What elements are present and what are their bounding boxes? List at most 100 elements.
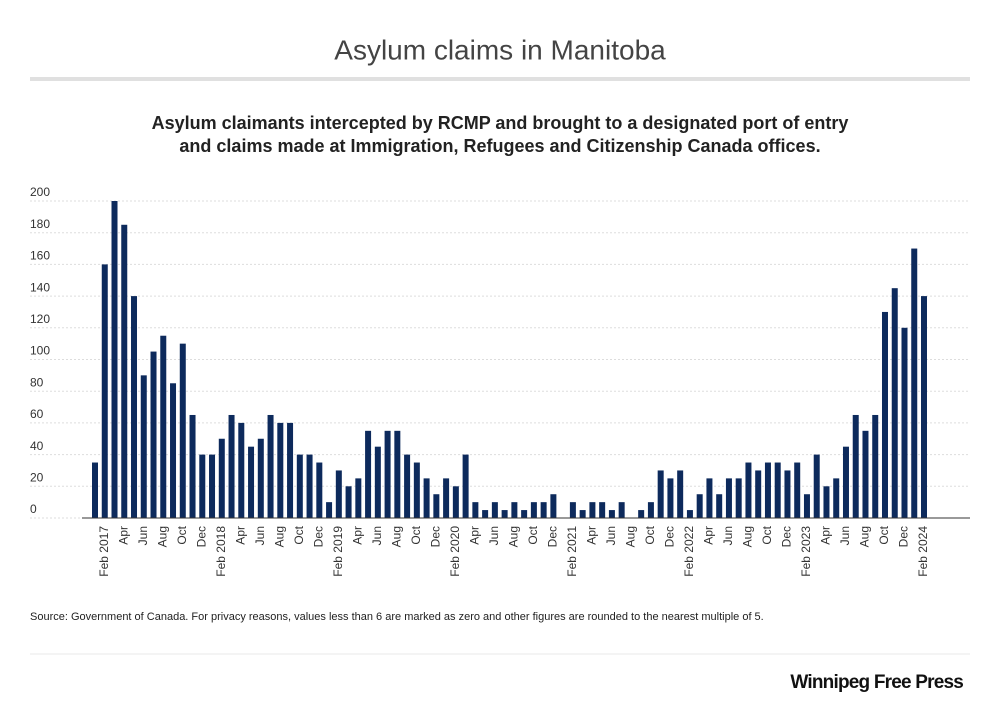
bar: [716, 494, 723, 518]
x-tick-label: Dec: [897, 526, 911, 547]
bar: [921, 296, 927, 518]
x-tick-label: Aug: [155, 526, 169, 547]
chart-title: Asylum claims in Manitoba: [334, 34, 666, 65]
x-tick-label: Jun: [253, 526, 267, 545]
bar: [501, 510, 508, 518]
x-tick-label: Apr: [468, 526, 482, 545]
x-tick-label: Feb 2021: [565, 526, 579, 577]
x-tick-label: Feb 2017: [97, 526, 111, 577]
bar: [248, 446, 255, 518]
x-tick-label: Apr: [116, 526, 130, 545]
bar: [160, 335, 167, 518]
bar: [92, 462, 98, 518]
x-tick-label: Jun: [136, 526, 150, 545]
bar: [462, 454, 469, 518]
x-tick-label: Feb 2023: [799, 526, 813, 577]
bar: [569, 502, 576, 518]
x-tick-label: Aug: [741, 526, 755, 547]
bar: [521, 510, 528, 518]
bar: [813, 454, 820, 518]
x-tick-label: Feb 2024: [916, 526, 930, 577]
bar: [901, 327, 908, 518]
y-tick-label: 20: [30, 470, 44, 484]
bar: [374, 446, 381, 518]
bar: [306, 454, 313, 518]
source: Source: Government of Canada. For privac…: [30, 611, 764, 623]
bar: [881, 311, 888, 518]
bar: [209, 454, 216, 518]
bar: [472, 502, 479, 518]
bar: [199, 454, 206, 518]
x-tick-label: Feb 2018: [214, 526, 228, 577]
bar: [150, 351, 157, 518]
x-tick-label: Oct: [643, 525, 657, 544]
x-tick-label: Dec: [194, 526, 208, 547]
y-tick-label: 180: [30, 217, 50, 231]
bar: [608, 510, 615, 518]
x-tick-label: Oct: [175, 525, 189, 544]
bar: [394, 430, 401, 518]
x-tick-label: Jun: [721, 526, 735, 545]
bar: [482, 510, 489, 518]
bar: [179, 343, 186, 518]
bar: [101, 264, 108, 518]
bar: [335, 470, 342, 518]
bar: [638, 510, 645, 518]
y-tick-label: 0: [30, 502, 37, 516]
x-tick-label: Oct: [877, 525, 891, 544]
x-tick-label: Feb 2022: [682, 526, 696, 577]
bar: [131, 296, 138, 518]
x-tick-label: Dec: [311, 526, 325, 547]
x-tick-label: Dec: [429, 526, 443, 547]
bar: [384, 430, 391, 518]
bar: [745, 462, 752, 518]
bar: [833, 478, 840, 518]
bar: [852, 414, 859, 518]
bar: [618, 502, 625, 518]
bar: [423, 478, 430, 518]
bar: [404, 454, 411, 518]
brand-logo: Winnipeg Free Press: [790, 672, 963, 693]
bar: [725, 478, 732, 518]
bar: [491, 502, 498, 518]
bar: [686, 510, 693, 518]
y-tick-label: 60: [30, 407, 44, 421]
subtitle: and claims made at Immigration, Refugees…: [179, 136, 820, 156]
bar: [764, 462, 771, 518]
bar: [823, 486, 830, 518]
bar: [443, 478, 450, 518]
y-tick-label: 160: [30, 249, 50, 263]
bar: [316, 462, 323, 518]
bar: [579, 510, 586, 518]
x-tick-label: Dec: [663, 526, 677, 547]
bar: [911, 248, 918, 519]
y-tick-label: 120: [30, 312, 50, 326]
bar: [111, 201, 118, 518]
x-tick-label: Aug: [858, 526, 872, 547]
bar: [667, 478, 674, 518]
bar: [735, 478, 742, 518]
y-tick-label: 40: [30, 439, 44, 453]
bar: [296, 454, 303, 518]
x-tick-label: Oct: [292, 525, 306, 544]
bar: [794, 462, 801, 518]
bar: [862, 430, 869, 518]
bar: [540, 502, 547, 518]
y-tick-label: 100: [30, 344, 50, 358]
bar: [677, 470, 684, 518]
x-tick-label: Aug: [390, 526, 404, 547]
x-tick-label: Dec: [780, 526, 794, 547]
x-tick-label: Jun: [838, 526, 852, 545]
x-tick-label: Jun: [487, 526, 501, 545]
x-tick-label: Apr: [702, 526, 716, 545]
bar: [365, 430, 372, 518]
bar: [774, 462, 781, 518]
x-tick-label: Oct: [760, 525, 774, 544]
bar: [696, 494, 703, 518]
bar: [452, 486, 459, 518]
y-tick-label: 80: [30, 375, 44, 389]
bar: [550, 494, 557, 518]
x-tick-label: Aug: [272, 526, 286, 547]
x-tick-label: Jun: [370, 526, 384, 545]
